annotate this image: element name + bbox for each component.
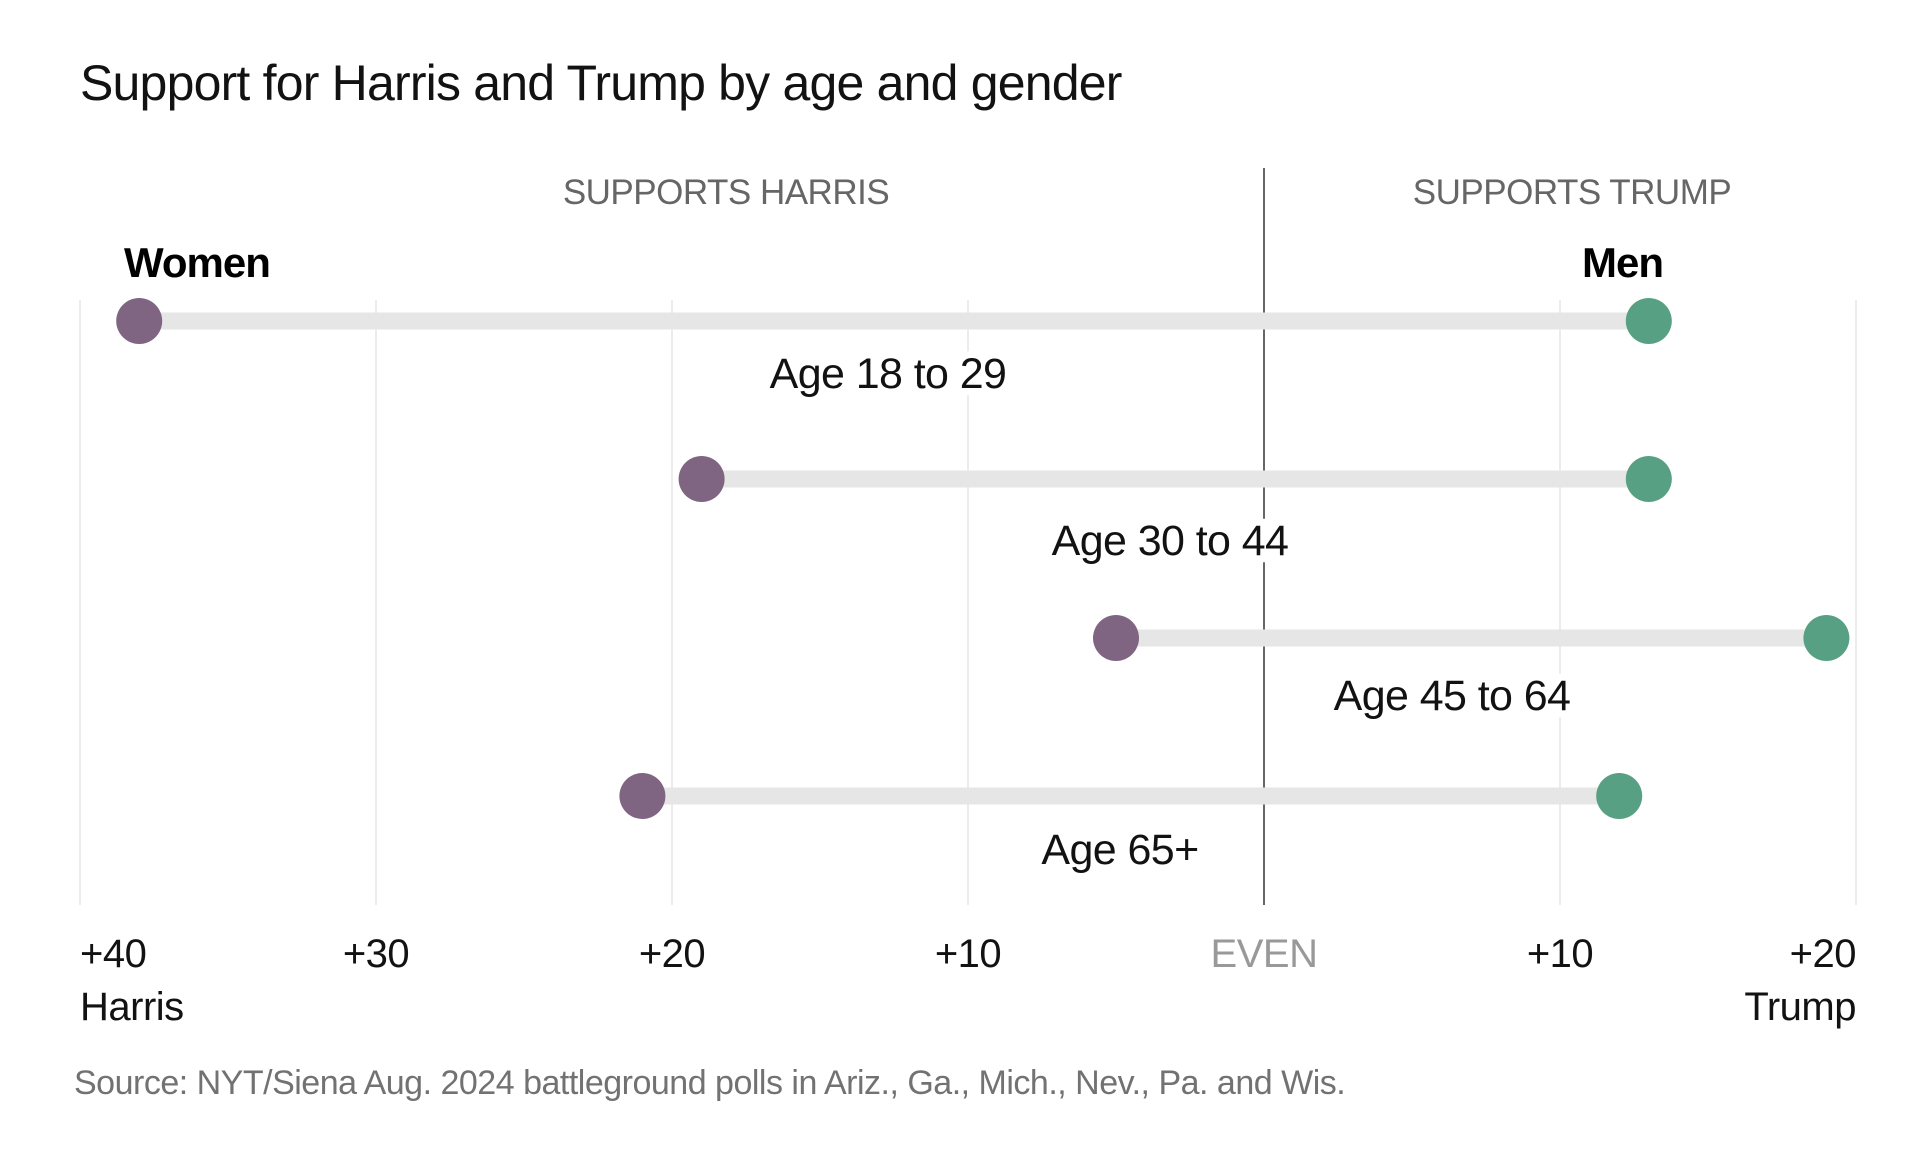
label-supports-trump: SUPPORTS TRUMP bbox=[1413, 173, 1731, 212]
legend-women: Women bbox=[124, 239, 270, 286]
rows: Age 18 to 29 Age 30 to 44 Age 45 to 64 Age … bbox=[116, 298, 1850, 881]
x-tick-label: +40 bbox=[80, 932, 146, 976]
category-label: Age 45 to 64 bbox=[1334, 672, 1571, 720]
dot-men bbox=[1803, 615, 1850, 661]
category-label: Age 30 to 44 bbox=[1052, 517, 1289, 565]
x-tick-label: +20 bbox=[639, 932, 705, 976]
x-tick-label: +10 bbox=[935, 932, 1001, 976]
dot-women bbox=[1093, 615, 1139, 661]
dot-women bbox=[116, 298, 163, 344]
dot-men bbox=[1625, 298, 1672, 344]
chart-title: Support for Harris and Trump by age and … bbox=[80, 55, 1122, 111]
x-axis-side-label: Trump bbox=[1744, 985, 1856, 1029]
gridlines bbox=[79, 168, 1857, 905]
row-0: Age 18 to 29 bbox=[116, 298, 1672, 405]
x-tick-label: +10 bbox=[1527, 932, 1593, 976]
row-2: Age 45 to 64 bbox=[1093, 615, 1850, 727]
x-axis-side-label: Harris bbox=[80, 985, 184, 1029]
dot-men bbox=[1625, 456, 1672, 502]
x-tick-label: +30 bbox=[343, 932, 409, 976]
dot-women bbox=[678, 456, 725, 502]
dot-men bbox=[1596, 773, 1643, 819]
x-axis-ticks: +40 Harris +30 +20 +10 EVEN +10 +20 Trump bbox=[80, 932, 1857, 1029]
x-tick-label: EVEN bbox=[1211, 932, 1318, 976]
category-label: Age 18 to 29 bbox=[770, 350, 1007, 398]
x-tick-label: +20 bbox=[1790, 932, 1856, 976]
label-supports-harris: SUPPORTS HARRIS bbox=[563, 173, 889, 212]
legend-men: Men bbox=[1582, 239, 1663, 286]
source-note: Source: NYT/Siena Aug. 2024 battleground… bbox=[74, 1064, 1345, 1102]
category-label: Age 65+ bbox=[1041, 826, 1198, 874]
row-3: Age 65+ bbox=[619, 773, 1643, 881]
row-1: Age 30 to 44 bbox=[678, 456, 1672, 572]
dot-women bbox=[619, 773, 666, 819]
